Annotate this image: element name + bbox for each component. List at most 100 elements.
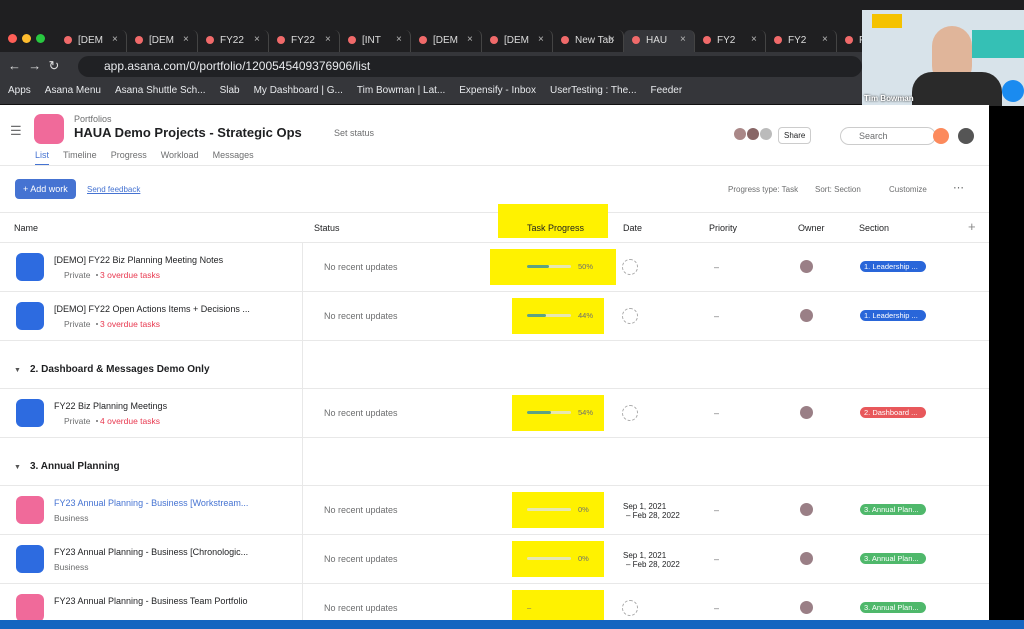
share-button[interactable]: Share <box>778 127 812 144</box>
add-column[interactable]: + <box>968 219 976 234</box>
tab-title[interactable]: FY22 <box>220 35 244 46</box>
tab-close[interactable]: × <box>751 34 757 45</box>
zoom-dot[interactable] <box>36 34 45 43</box>
tab-title[interactable]: [DEM <box>433 35 458 46</box>
tab-title[interactable]: FY2 <box>788 35 807 46</box>
browser-tab[interactable]: New Tab × <box>553 30 624 52</box>
customize[interactable]: Customize <box>889 185 927 194</box>
column-header[interactable]: Owner <box>798 223 825 233</box>
project-name[interactable]: FY23 Annual Planning - Business Team Por… <box>54 596 248 606</box>
avatar[interactable] <box>958 128 974 144</box>
tab-title[interactable]: [INT <box>362 35 381 46</box>
project-name[interactable]: [DEMO] FY22 Open Actions Items + Decisio… <box>54 304 250 314</box>
browser-tab[interactable]: FY2 × <box>766 30 837 52</box>
bookmark[interactable]: Slab <box>219 85 240 96</box>
owner-avatar[interactable] <box>800 552 813 565</box>
quick-add[interactable] <box>933 128 949 144</box>
section-pill[interactable]: 3. Annual Plan... <box>860 553 926 564</box>
tab-close[interactable]: × <box>325 34 331 45</box>
set-status[interactable]: Set status <box>334 128 375 138</box>
bookmark[interactable]: Asana Shuttle Sch... <box>114 85 206 96</box>
sort[interactable]: Sort: Section <box>815 185 861 194</box>
browser-tab[interactable]: [DEM × <box>127 30 198 52</box>
bookmark[interactable]: UserTesting : The... <box>549 85 637 96</box>
tab-close[interactable]: × <box>112 34 118 45</box>
date-picker[interactable] <box>622 259 638 275</box>
column-header[interactable]: Status <box>314 223 340 233</box>
view-tab[interactable]: Timeline <box>63 150 97 160</box>
date-picker[interactable] <box>622 405 638 421</box>
project-name[interactable]: FY23 Annual Planning - Business [Chronol… <box>54 547 249 557</box>
project-icon <box>16 302 44 330</box>
tab-close[interactable]: × <box>680 34 686 45</box>
tab-close[interactable]: × <box>396 34 402 45</box>
more[interactable]: ⋯ <box>953 182 964 194</box>
add-work[interactable]: + Add work <box>15 179 76 199</box>
section-caret[interactable]: ▼ <box>14 464 21 471</box>
browser-tab[interactable]: FY22 × <box>269 30 340 52</box>
bookmark[interactable]: Asana Menu <box>44 85 101 96</box>
browser-tab[interactable]: [DEM × <box>411 30 482 52</box>
tab-title[interactable]: [DEM <box>504 35 529 46</box>
minimize-dot[interactable] <box>22 34 31 43</box>
section-pill[interactable]: 1. Leadership ... <box>860 261 926 272</box>
bookmark[interactable]: Apps <box>8 85 31 96</box>
breadcrumb[interactable]: Portfolios <box>74 114 112 124</box>
bookmark[interactable]: Feeder <box>650 85 683 96</box>
project-name[interactable]: [DEMO] FY22 Biz Planning Meeting Notes <box>54 255 224 265</box>
divider <box>0 534 989 535</box>
section-pill[interactable]: 3. Annual Plan... <box>860 504 926 515</box>
close-dot[interactable] <box>8 34 17 43</box>
owner-avatar[interactable] <box>800 260 813 273</box>
browser-tab[interactable]: [INT × <box>340 30 411 52</box>
column-header[interactable]: Section <box>859 223 890 233</box>
column-header[interactable]: Name <box>14 223 39 233</box>
tab-close[interactable]: × <box>822 34 828 45</box>
view-tab[interactable]: Workload <box>160 150 199 160</box>
owner-avatar[interactable] <box>800 309 813 322</box>
tab-title[interactable]: FY2 <box>717 35 736 46</box>
date-picker[interactable] <box>622 600 638 616</box>
send-feedback[interactable]: Send feedback <box>87 185 141 194</box>
owner-avatar[interactable] <box>800 601 813 614</box>
bookmark[interactable]: Expensify - Inbox <box>459 85 536 96</box>
tab-title[interactable]: FY22 <box>291 35 315 46</box>
owner-avatar[interactable] <box>800 406 813 419</box>
tab-title[interactable]: [DEM <box>78 35 103 46</box>
omnibox[interactable] <box>78 56 862 77</box>
column-header[interactable]: Priority <box>709 223 738 233</box>
section-pill[interactable]: 2. Dashboard ... <box>860 407 926 418</box>
view-tab[interactable]: Messages <box>212 150 254 160</box>
project-name[interactable]: FY23 Annual Planning - Business [Workstr… <box>54 498 249 508</box>
section-caret[interactable]: ▼ <box>14 367 21 374</box>
bookmarks: Apps Asana Menu Asana Shuttle Sch... Slab My… <box>8 85 682 96</box>
progress-type[interactable]: Progress type: Task <box>728 185 799 194</box>
nav-buttons[interactable]: ← → ↻ <box>8 58 60 73</box>
tab-close[interactable]: × <box>538 34 544 45</box>
tab-title[interactable]: New Tab <box>575 35 614 46</box>
tab-close[interactable]: × <box>467 34 473 45</box>
browser-tab[interactable]: FY2 × <box>695 30 766 52</box>
project-name[interactable]: FY22 Biz Planning Meetings <box>54 401 168 411</box>
tab-title[interactable]: [DEM <box>149 35 174 46</box>
date-picker[interactable] <box>622 308 638 324</box>
section-pill[interactable]: 3. Annual Plan... <box>860 602 926 613</box>
column-header[interactable]: Task Progress <box>527 223 585 233</box>
divider <box>0 291 989 292</box>
bookmark[interactable]: My Dashboard | G... <box>253 85 343 96</box>
view-tab[interactable]: Progress <box>110 150 147 160</box>
browser-tab[interactable]: [DEM × <box>56 30 127 52</box>
tab-title[interactable]: HAU <box>646 35 668 46</box>
owner-avatar[interactable] <box>800 503 813 516</box>
browser-tab[interactable]: FY22 × <box>198 30 269 52</box>
tab-close[interactable]: × <box>183 34 189 45</box>
browser-tab[interactable]: HAU × <box>624 30 695 52</box>
bookmark[interactable]: Tim Bowman | Lat... <box>356 85 446 96</box>
browser-tab[interactable]: [DEM × <box>482 30 553 52</box>
tab-close[interactable]: × <box>609 34 615 45</box>
section-pill[interactable]: 1. Leadership ... <box>860 310 926 321</box>
url[interactable]: app.asana.com/0/portfolio/12005454093769… <box>104 59 371 73</box>
tab-close[interactable]: × <box>254 34 260 45</box>
menu-button[interactable]: ☰ <box>10 123 22 138</box>
column-header[interactable]: Date <box>623 223 643 233</box>
